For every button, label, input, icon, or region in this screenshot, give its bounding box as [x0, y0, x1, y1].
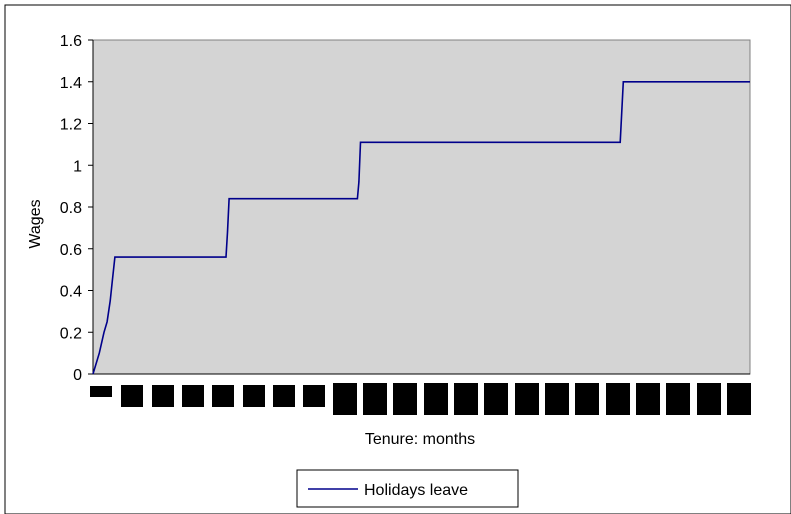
x-tick-label-block — [454, 383, 478, 415]
x-tick-label-block — [182, 385, 204, 407]
y-tick-label: 1 — [73, 158, 82, 175]
x-tick-label-block — [273, 385, 295, 407]
x-tick-label-block — [545, 383, 569, 415]
x-axis-category-ticks — [90, 383, 751, 415]
legend-label-holidays-leave: Holidays leave — [364, 482, 468, 499]
x-tick-label-block — [575, 383, 599, 415]
plot-area — [92, 39, 751, 375]
y-tick-label: 1.2 — [60, 117, 82, 134]
legend: Holidays leave — [296, 469, 519, 508]
chart-frame — [4, 4, 791, 514]
x-tick-label-block — [393, 383, 417, 415]
y-axis: 0 0.2 0.4 0.6 0.8 1 1.2 1.4 1.6 — [60, 33, 750, 384]
x-tick-label-block — [636, 383, 660, 415]
x-tick-label-block — [424, 383, 448, 415]
y-tick-label: 0.4 — [60, 284, 82, 301]
y-tick-label: 1.6 — [60, 33, 82, 50]
x-tick-label-block — [303, 385, 325, 407]
x-tick-label-block — [152, 385, 174, 407]
x-tick-label-block — [697, 383, 721, 415]
x-tick-label-block — [212, 385, 234, 407]
y-tick-label: 0 — [73, 367, 82, 384]
x-axis-title: Tenure: months — [365, 431, 475, 448]
x-tick-label-block — [515, 383, 539, 415]
x-tick-label-block — [121, 385, 143, 407]
y-tick-label: 0.2 — [60, 325, 82, 342]
x-tick-label-block — [484, 383, 508, 415]
y-tick-label: 1.4 — [60, 75, 82, 92]
x-tick-label-block — [363, 383, 387, 415]
y-tick-label: 0.6 — [60, 242, 82, 259]
x-tick-label-block — [90, 386, 112, 397]
series-line-holidays-leave — [92, 81, 750, 375]
x-tick-label-block — [333, 383, 357, 415]
y-axis-title: Wages — [27, 199, 44, 248]
y-tick-label: 0.8 — [60, 200, 82, 217]
x-tick-label-block — [606, 383, 630, 415]
x-tick-label-block — [666, 383, 690, 415]
x-tick-label-block — [243, 385, 265, 407]
x-tick-label-block — [727, 383, 751, 415]
